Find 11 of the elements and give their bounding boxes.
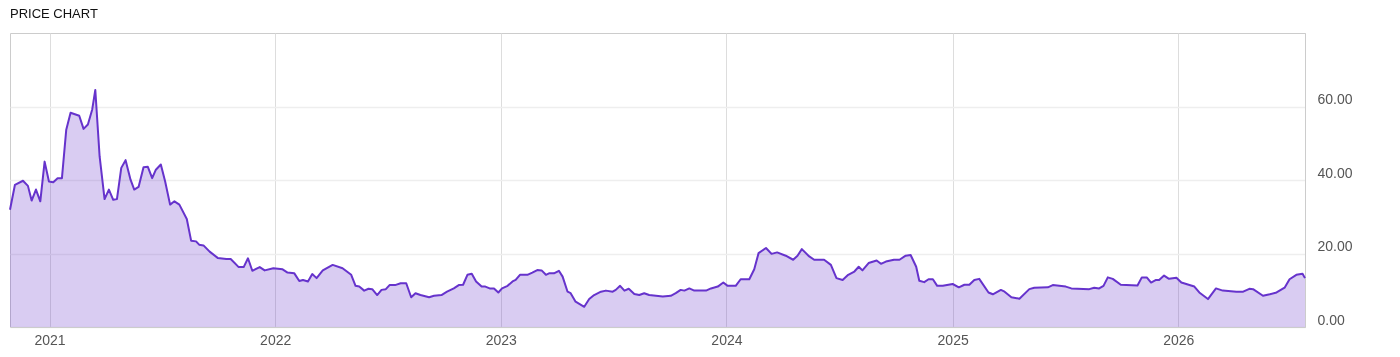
chart-title: PRICE CHART — [10, 6, 98, 21]
y-tick-label: 60.00 — [1317, 91, 1353, 107]
x-tick-label: 2026 — [1163, 331, 1195, 348]
x-tick-label: 2022 — [260, 331, 292, 348]
x-tick-label: 2023 — [485, 331, 518, 348]
y-tick-label: 40.00 — [1317, 164, 1353, 181]
y-tick-label: 20.00 — [1317, 238, 1353, 254]
x-tick-label: 2021 — [34, 331, 66, 348]
y-tick-label: 0.00 — [1317, 311, 1345, 328]
x-tick-label: 2024 — [711, 331, 743, 348]
x-tick-label: 2025 — [937, 331, 969, 348]
